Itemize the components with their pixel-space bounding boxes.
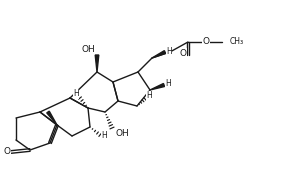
- Polygon shape: [150, 84, 165, 90]
- Text: H: H: [166, 48, 172, 57]
- Text: O: O: [203, 38, 210, 46]
- Text: H: H: [73, 89, 79, 98]
- Polygon shape: [47, 111, 57, 125]
- Polygon shape: [152, 51, 166, 58]
- Text: O: O: [3, 148, 10, 156]
- Text: CH₃: CH₃: [230, 38, 244, 46]
- Text: OH: OH: [81, 45, 95, 53]
- Polygon shape: [95, 55, 99, 72]
- Text: O: O: [180, 49, 187, 57]
- Text: H: H: [101, 132, 107, 140]
- Text: H: H: [165, 80, 171, 89]
- Text: OH: OH: [115, 129, 129, 139]
- Text: H: H: [146, 92, 152, 101]
